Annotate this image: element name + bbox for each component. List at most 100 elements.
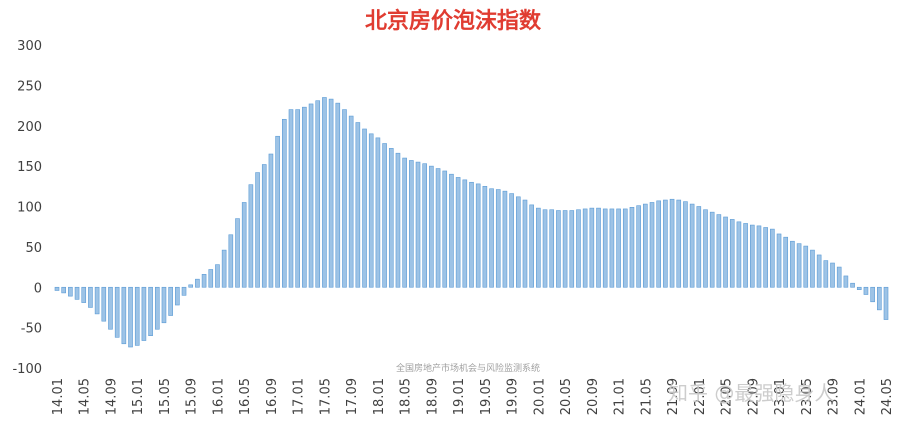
- bar: [703, 209, 708, 288]
- bar: [455, 177, 461, 288]
- bar: [114, 286, 120, 338]
- bar: [395, 152, 401, 288]
- bar: [134, 286, 140, 346]
- watermark: 全国房地产市场机会与风险监测系统: [396, 362, 540, 374]
- bar: [716, 214, 722, 288]
- bar: [509, 193, 514, 288]
- bar: [302, 106, 307, 288]
- bar: [683, 201, 688, 288]
- bar: [763, 227, 768, 288]
- x-tick-label: 18.05: [399, 378, 414, 415]
- bar: [803, 245, 809, 288]
- x-tick-label: 18.09: [425, 378, 440, 415]
- bar: [549, 209, 555, 288]
- y-tick-label: 300: [17, 39, 42, 54]
- x-tick-label: 14.05: [78, 378, 93, 415]
- bar: [288, 109, 294, 288]
- x-tick-label: 19.05: [479, 378, 494, 415]
- bar: [689, 203, 695, 288]
- x-tick-label: 20.09: [586, 378, 601, 415]
- bar: [469, 181, 474, 288]
- x-tick-label: 22.05: [720, 378, 735, 415]
- bar: [208, 269, 214, 288]
- bar: [315, 100, 321, 288]
- bar: [756, 225, 762, 288]
- bar: [823, 260, 829, 288]
- bar: [749, 224, 755, 288]
- x-tick-label: 16.09: [265, 378, 280, 415]
- bar: [368, 133, 374, 288]
- bar: [569, 210, 575, 288]
- bar: [88, 286, 93, 308]
- bar: [101, 286, 107, 322]
- bar: [643, 203, 648, 288]
- bar: [502, 190, 508, 288]
- bar: [108, 286, 113, 330]
- bar: [810, 249, 815, 288]
- bar: [830, 262, 835, 288]
- x-tick-label: 14.09: [104, 378, 119, 415]
- bar: [449, 173, 454, 288]
- bar: [74, 286, 80, 300]
- bar: [816, 254, 822, 288]
- bar: [743, 223, 748, 288]
- x-tick-label: 22.01: [693, 378, 708, 415]
- x-tick-label: 24.01: [853, 378, 868, 415]
- bar: [796, 243, 802, 288]
- bar: [268, 153, 274, 288]
- bar: [241, 202, 247, 288]
- bar: [462, 179, 468, 288]
- watermark: 知乎 @最强隐身人: [668, 381, 834, 405]
- bar: [482, 186, 488, 288]
- x-tick-label: 20.01: [532, 378, 547, 415]
- bar: [883, 286, 889, 320]
- x-tick-label: 20.05: [559, 378, 574, 415]
- bar: [489, 188, 494, 288]
- bar: [783, 236, 789, 288]
- bar: [261, 164, 267, 288]
- x-tick-label: 19.01: [452, 378, 467, 415]
- bar: [850, 282, 855, 288]
- bar: [790, 240, 795, 288]
- bar: [201, 274, 207, 288]
- bar: [696, 206, 702, 288]
- bar: [596, 207, 601, 288]
- y-tick-label: 200: [17, 120, 42, 135]
- bar: [629, 207, 635, 288]
- bar: [68, 286, 73, 297]
- x-tick-label: 14.01: [51, 378, 66, 415]
- bar: [402, 157, 407, 288]
- bar: [669, 198, 675, 288]
- y-tick-label: 50: [25, 241, 42, 256]
- bar: [556, 210, 561, 288]
- bar: [282, 118, 287, 288]
- bar: [235, 218, 240, 288]
- bar: [736, 221, 742, 288]
- y-tick-label: -100: [12, 362, 42, 377]
- bar: [248, 184, 254, 288]
- bar: [562, 210, 568, 288]
- bar: [542, 209, 548, 288]
- y-tick-label: -50: [21, 322, 42, 337]
- x-tick-label: 15.09: [185, 378, 200, 415]
- bar: [636, 205, 641, 288]
- bar: [429, 165, 434, 288]
- bar: [388, 148, 394, 288]
- bar: [589, 207, 595, 288]
- bar: [382, 143, 387, 288]
- bar: [415, 161, 421, 288]
- bar: [729, 219, 735, 288]
- bar: [215, 264, 220, 288]
- bar: [175, 286, 180, 306]
- x-tick-label: 23.05: [800, 378, 815, 415]
- bar: [515, 196, 521, 288]
- x-tick-label: 21.09: [666, 378, 681, 415]
- bar: [602, 208, 608, 288]
- bar: [843, 275, 849, 288]
- bar: [870, 286, 875, 303]
- x-tick-label: 21.05: [639, 378, 654, 415]
- x-tick-label: 16.01: [211, 378, 226, 415]
- bar: [328, 98, 334, 288]
- bar: [609, 208, 615, 288]
